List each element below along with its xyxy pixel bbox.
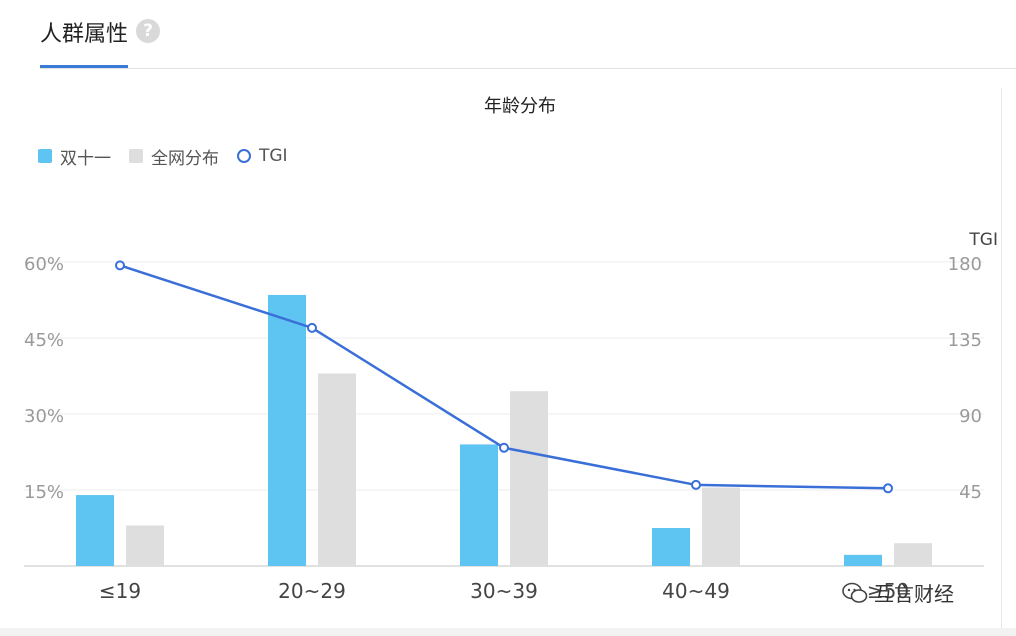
header-divider — [40, 68, 1016, 69]
legend-item-all-network[interactable]: 全网分布 — [129, 144, 219, 169]
right-tick-label: 45 — [959, 482, 982, 503]
bar-double11 — [844, 554, 882, 566]
bar-double11 — [76, 495, 114, 566]
tab-header: 人群属性 ? — [0, 0, 1016, 70]
active-tab-indicator — [40, 65, 128, 68]
chart-title: 年龄分布 — [484, 96, 556, 117]
tgi-line — [119, 264, 889, 490]
left-tick-label: 60% — [24, 254, 64, 275]
bar-all-network — [510, 391, 548, 566]
right-axis-label: TGI — [968, 230, 998, 250]
x-tick-label: 20~29 — [278, 579, 346, 603]
right-tick-label: 90 — [959, 406, 982, 427]
legend-label-all-network: 全网分布 — [151, 148, 219, 169]
watermark-text: 互言财经 — [874, 582, 954, 606]
bar-all-network — [894, 543, 932, 566]
legend-swatch-double11 — [38, 149, 52, 163]
bar-all-network — [318, 373, 356, 566]
left-tick-label: 45% — [24, 330, 64, 351]
tgi-point — [691, 479, 701, 490]
tgi-point — [499, 442, 509, 453]
bar-double11 — [268, 294, 306, 566]
bar-double11 — [652, 528, 690, 566]
x-tick-label: ≥50 — [867, 579, 909, 603]
panel-divider — [1001, 88, 1002, 636]
tgi-point — [115, 260, 125, 271]
legend-swatch-all-network — [129, 149, 143, 163]
tab-audience-attributes[interactable]: 人群属性 — [40, 22, 129, 47]
legend-marker-tgi — [237, 149, 251, 163]
legend-label-tgi: TGI — [259, 146, 288, 166]
left-tick-label: 30% — [24, 406, 64, 427]
question-mark-icon[interactable]: ? — [136, 19, 160, 43]
right-tick-label: 180 — [948, 254, 982, 275]
bar-all-network — [126, 525, 164, 566]
tgi-point — [883, 483, 893, 494]
tgi-point — [307, 322, 317, 333]
bottom-band — [0, 628, 1016, 636]
left-tick-label: 15% — [24, 482, 64, 503]
legend-label-double11: 双十一 — [60, 148, 111, 169]
chart-legend: 双十一 全网分布 TGI — [38, 144, 306, 169]
x-tick-label: 30~39 — [470, 579, 538, 603]
watermark: 互言财经 — [842, 578, 954, 607]
legend-item-tgi[interactable]: TGI — [237, 146, 288, 166]
x-tick-label: ≤19 — [99, 579, 141, 603]
legend-item-double11[interactable]: 双十一 — [38, 144, 111, 169]
bar-double11 — [460, 444, 498, 566]
right-tick-label: 135 — [948, 330, 982, 351]
bar-all-network — [702, 487, 740, 566]
wechat-icon — [842, 582, 868, 603]
x-tick-label: 40~49 — [662, 579, 730, 603]
